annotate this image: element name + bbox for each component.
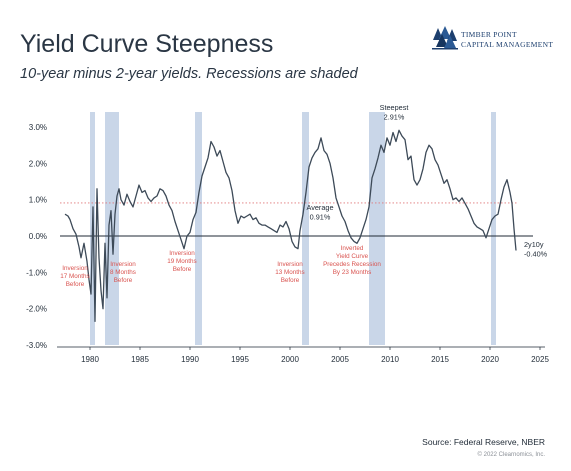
y-tick-label: -2.0%: [26, 305, 47, 314]
series-line: [64, 129, 517, 323]
logo-name-line2: CAPITAL MANAGEMENT: [461, 40, 554, 49]
y-axis-ticks: 3.0% 2.0% 1.0% 0.0% -1.0% -2.0% -3.0%: [26, 123, 47, 350]
annotation-line: Yield Curve: [336, 253, 369, 260]
annotation-label: Inversion 17 Months Before: [60, 265, 89, 288]
annotation-line: By 23 Months: [333, 269, 372, 276]
y-tick-label: -1.0%: [26, 268, 47, 277]
annotation-line: Before: [114, 277, 133, 284]
y-tick-label: 0.0%: [29, 232, 47, 241]
annotation-line: Steepest: [380, 103, 409, 112]
annotation-line: Average: [306, 203, 333, 212]
x-axis-ticks: 1980 1985 1990 1995 2000 2005 2010 2015 2020 2025: [57, 346, 549, 364]
annotation-label: Steepest 2.91%: [380, 103, 409, 122]
annotation-line: 13 Months: [275, 269, 304, 276]
x-tick-label: 2005: [331, 355, 349, 364]
annotation-label: 2y10y -0.40%: [524, 240, 548, 259]
annotation-line: Before: [66, 281, 85, 288]
annotation-line: Inversion: [169, 250, 195, 257]
x-tick-label: 2000: [281, 355, 299, 364]
annotation-label: Inversion 8 Months Before: [110, 261, 136, 284]
y-tick-label: 1.0%: [29, 196, 47, 205]
recession-band: [369, 112, 385, 345]
recession-bands: [90, 112, 496, 345]
annotation-line: Before: [281, 277, 300, 284]
annotation-line: Inversion: [277, 261, 303, 268]
series-group: [64, 129, 517, 323]
annotation-label: Average 0.91%: [306, 203, 333, 222]
tree-cluster-icon: [432, 26, 458, 50]
recession-band: [491, 112, 496, 345]
annotation-line: 2y10y: [524, 240, 544, 249]
annotation-line: 19 Months: [167, 258, 196, 265]
company-logo: TIMBER POINT CAPITAL MANAGEMENT: [432, 26, 553, 52]
annotation-label: Inversion 13 Months Before: [275, 261, 304, 284]
x-tick-label: 1980: [81, 355, 99, 364]
annotation-label: Inversion 19 Months Before: [167, 250, 196, 273]
x-tick-label: 2015: [431, 355, 449, 364]
x-tick-label: 2025: [531, 355, 549, 364]
annotation-line: Before: [173, 266, 192, 273]
chart-subtitle: 10-year minus 2-year yields. Recessions …: [20, 66, 358, 82]
annotation-line: -0.40%: [524, 250, 548, 259]
recession-band: [302, 112, 309, 345]
x-tick-label: 1990: [181, 355, 199, 364]
annotation-label: Inverted Yield Curve Precedes Recession By …: [323, 245, 381, 276]
y-tick-label: -3.0%: [26, 341, 47, 350]
annotation-line: 2.91%: [384, 113, 405, 122]
annotation-line: Inversion: [62, 265, 88, 272]
annotation-line: Precedes Recession: [323, 261, 381, 268]
x-tick-label: 1995: [231, 355, 249, 364]
annotation-line: Inversion: [110, 261, 136, 268]
x-tick-label: 1985: [131, 355, 149, 364]
x-tick-label: 2010: [381, 355, 399, 364]
source-note: Source: Federal Reserve, NBER: [422, 437, 545, 447]
annotation-line: 17 Months: [60, 273, 89, 280]
annotation-line: Inverted: [341, 245, 364, 252]
recession-band: [195, 112, 202, 345]
chart-title: Yield Curve Steepness: [20, 30, 274, 58]
annotation-line: 8 Months: [110, 269, 136, 276]
y-tick-label: 2.0%: [29, 159, 47, 168]
annotation-line: 0.91%: [310, 213, 331, 222]
copyright-note: © 2022 Clearnomics, Inc.: [477, 452, 545, 458]
x-tick-label: 2020: [481, 355, 499, 364]
logo-name-line1: TIMBER POINT: [461, 30, 517, 39]
y-tick-label: 3.0%: [29, 123, 47, 132]
